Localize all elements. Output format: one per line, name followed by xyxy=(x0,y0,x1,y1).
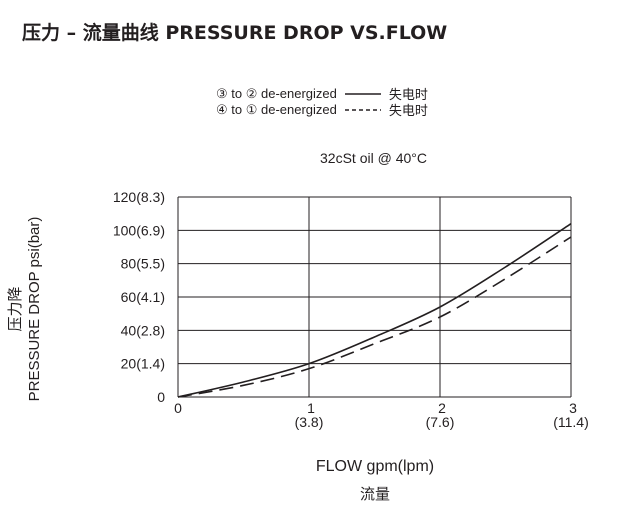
x-tick-label: 0 xyxy=(174,400,182,416)
legend-label: ④ to ① de-energized xyxy=(216,101,337,117)
y-tick-label: 20(1.4) xyxy=(121,356,165,372)
y-tick-label: 0 xyxy=(157,389,165,405)
dashed-line-icon xyxy=(344,108,381,111)
y-tick-label: 60(4.1) xyxy=(121,289,165,305)
y-tick-label: 80(5.5) xyxy=(121,256,165,272)
x-tick-sublabel: (7.6) xyxy=(426,414,455,430)
y-tick-label: 40(2.8) xyxy=(121,322,165,338)
condition-label: 32cSt oil @ 40°C xyxy=(320,150,427,166)
y-tick-label: 100(6.9) xyxy=(113,222,165,238)
series-line-solid xyxy=(177,222,572,398)
legend-cn: 失电时 xyxy=(388,88,428,103)
x-tick-label: 1 xyxy=(307,400,315,416)
series-line-dashed xyxy=(177,236,572,398)
legend-cn: 失电时 xyxy=(388,104,428,119)
solid-line-icon xyxy=(344,92,381,95)
legend-item-dashed: ④ to ① de-energized 失电时 xyxy=(216,100,428,120)
chart-title: 压力 – 流量曲线 PRESSURE DROP VS.FLOW xyxy=(22,22,448,44)
legend-label: ③ to ② de-energized xyxy=(216,85,337,101)
x-tick-label: 3 xyxy=(569,400,577,416)
legend-item-solid: ③ to ② de-energized 失电时 xyxy=(216,84,428,104)
x-tick-sublabel: (3.8) xyxy=(295,414,324,430)
x-tick-sublabel: (11.4) xyxy=(553,414,589,430)
x-tick-label: 2 xyxy=(438,400,446,416)
x-axis-label: FLOW gpm(lpm) xyxy=(315,458,435,475)
x-axis-label-cn: 流量 xyxy=(359,485,390,503)
y-tick-label: 120(8.3) xyxy=(113,189,165,205)
